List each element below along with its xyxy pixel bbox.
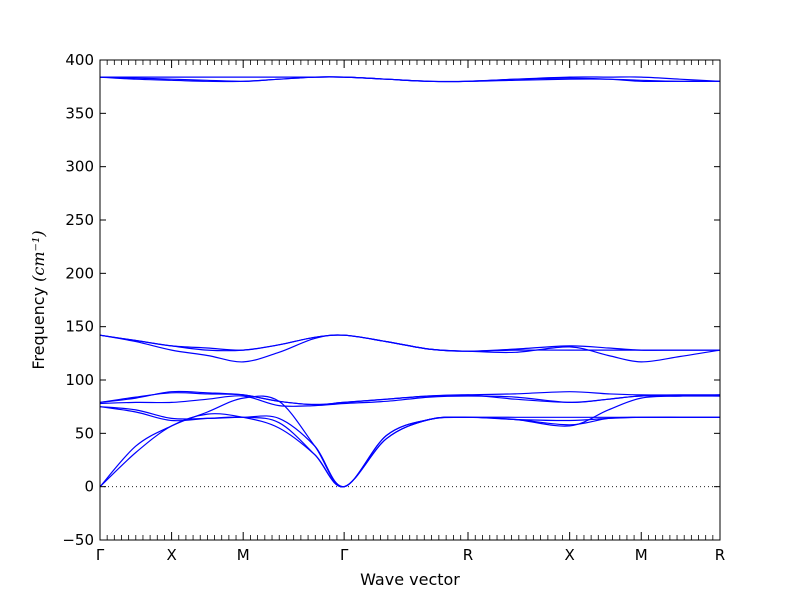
band-line-12 — [99, 395, 721, 488]
band-line-9 — [99, 395, 720, 408]
y-axis-ticks: −50 0 50 100 150 200 250 300 350 400 — [62, 51, 720, 549]
y-tick-label: 150 — [65, 318, 94, 336]
x-tick-label: R — [715, 546, 725, 564]
band-line-3 — [99, 76, 720, 83]
y-tick-label: 50 — [75, 424, 94, 442]
y-axis-label: Frequency (cm⁻¹) — [29, 230, 48, 369]
y-tick-label: 350 — [65, 104, 94, 122]
y-tick-label: 200 — [65, 264, 94, 282]
band-line-10 — [99, 406, 720, 488]
x-tick-label: M — [635, 546, 648, 564]
y-tick-label: −50 — [62, 531, 94, 549]
y-axis-label-units: (cm⁻¹) — [29, 230, 48, 281]
x-tick-label: Γ — [96, 546, 105, 564]
y-axis-label-text: Frequency — [29, 282, 48, 370]
x-tick-label: R — [463, 546, 473, 564]
x-tick-label: X — [166, 546, 176, 564]
x-tick-label: Γ — [340, 546, 349, 564]
series-layer — [99, 76, 721, 488]
x-tick-label: M — [237, 546, 250, 564]
band-line-5 — [99, 334, 720, 352]
y-tick-label: 250 — [65, 211, 94, 229]
y-tick-label: 100 — [65, 371, 94, 389]
band-line-6 — [99, 334, 721, 363]
band-line-13 — [99, 413, 720, 488]
x-tick-label: X — [565, 546, 575, 564]
x-axis-label: Wave vector — [360, 570, 460, 589]
y-tick-label: 400 — [65, 51, 94, 69]
y-tick-label: 300 — [65, 158, 94, 176]
y-tick-label: 0 — [84, 478, 94, 496]
plot-frame — [99, 59, 721, 541]
